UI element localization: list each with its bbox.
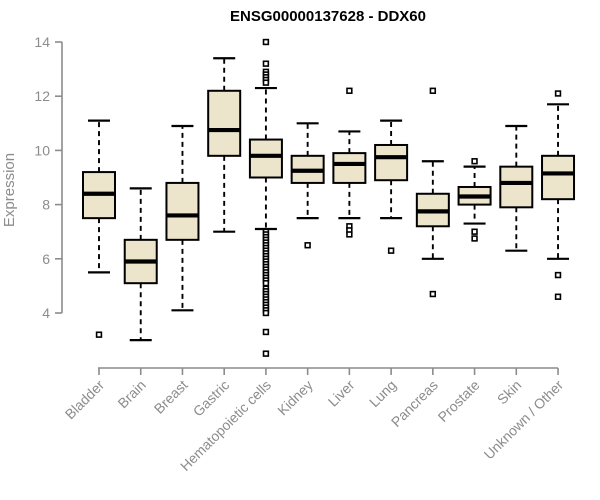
outlier-point <box>429 290 437 298</box>
outlier-point <box>262 38 270 46</box>
chart-title: ENSG00000137628 - DDX60 <box>230 8 426 25</box>
y-tick-label: 6 <box>42 251 50 267</box>
x-category-label: Breast <box>151 377 191 417</box>
iqr-box <box>374 143 409 182</box>
y-tick-label: 10 <box>34 142 50 158</box>
outlier-point <box>471 158 478 165</box>
box-pancreas <box>415 87 450 298</box>
y-tick-label: 4 <box>42 305 50 321</box>
outlier-point <box>471 235 478 242</box>
y-axis-label: Expression <box>1 153 18 227</box>
box-brain <box>123 187 158 342</box>
box-bladder <box>82 119 116 338</box>
outlier-point <box>554 293 562 300</box>
outlier-point <box>387 247 395 254</box>
box-lung <box>374 119 409 254</box>
x-category-label: Lung <box>366 377 399 410</box>
y-tick-label: 12 <box>34 88 50 104</box>
iqr-box <box>207 89 242 157</box>
outlier-point <box>262 350 270 357</box>
x-category-label: Brain <box>114 377 148 411</box>
outlier-point <box>262 60 270 67</box>
boxplot-series <box>82 38 576 357</box>
outlier-point <box>95 331 103 338</box>
box-gastric <box>207 57 242 233</box>
outlier-point <box>554 271 562 279</box>
y-tick-label: 14 <box>34 34 50 50</box>
outlier-point <box>304 242 311 249</box>
outlier-point <box>262 79 270 86</box>
outlier-point <box>346 87 353 94</box>
box-hematopoietic-cells <box>248 38 283 357</box>
outlier-point <box>429 87 437 94</box>
outlier-point <box>554 90 562 97</box>
outlier-point <box>262 328 270 336</box>
box-prostate <box>457 158 492 242</box>
box-breast <box>165 124 200 312</box>
box-skin <box>499 124 534 252</box>
iqr-box <box>541 154 576 201</box>
outlier-point <box>471 228 478 235</box>
x-category-label: Bladder <box>62 377 108 423</box>
box-unknown-other <box>541 90 576 300</box>
x-category-label: Liver <box>325 377 358 410</box>
x-category-label: Prostate <box>435 377 483 425</box>
box-kidney <box>290 122 325 249</box>
box-liver <box>332 87 367 238</box>
outlier-point <box>346 231 353 238</box>
iqr-box <box>248 138 283 179</box>
outlier-point <box>262 279 270 287</box>
y-tick-label: 8 <box>42 197 50 213</box>
x-category-label: Unknown / Other <box>481 377 567 463</box>
iqr-box <box>165 181 200 241</box>
x-category-label: Kidney <box>274 377 316 419</box>
iqr-box <box>499 165 534 209</box>
outlier-point <box>262 309 270 317</box>
x-category-label: Skin <box>494 377 525 408</box>
iqr-box <box>332 152 367 184</box>
